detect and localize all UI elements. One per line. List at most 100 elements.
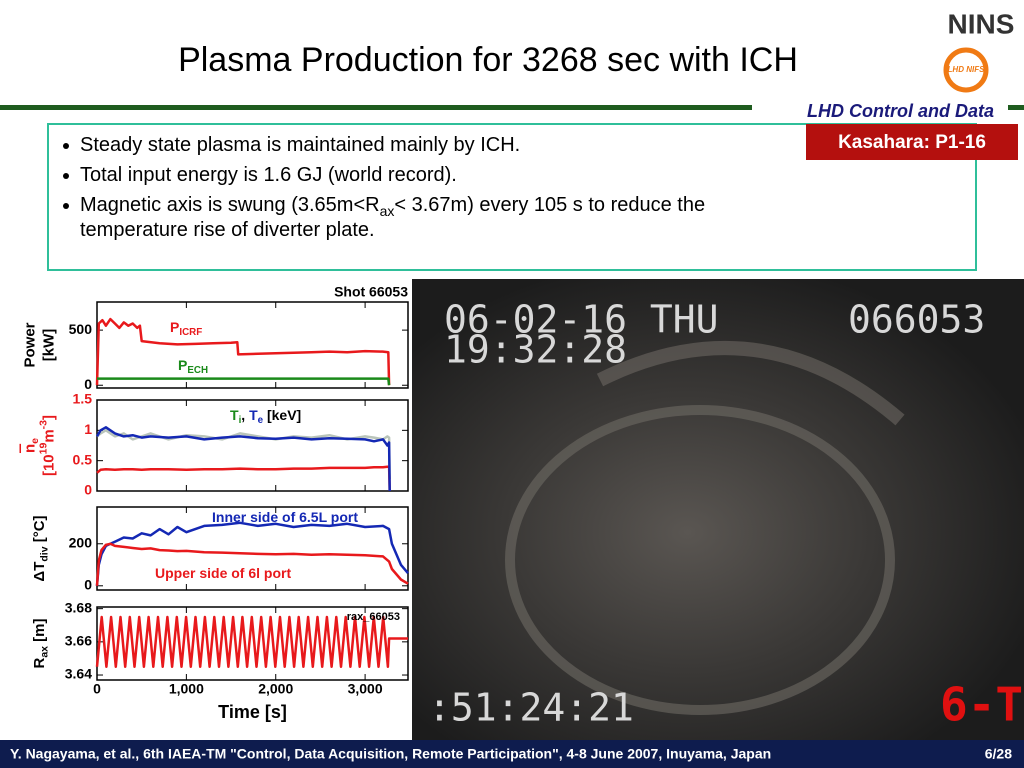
y-tick-label: 1 [84,421,92,437]
video-glow-ring [505,405,895,715]
annotation: PICRF [170,319,202,338]
text-part: R [31,658,48,669]
text-part: Power [21,322,38,367]
y-tick-label: 0.5 [73,451,93,467]
y-axis-label: ne [21,438,40,453]
annotation: Inner side of 6.5L port [212,509,358,525]
text-part: [°C] [31,515,48,546]
y-axis-label: Rax [m] [31,618,50,668]
text-part: T [249,407,258,423]
text-part: , [241,407,249,423]
video-glow-arc [596,341,905,426]
text-part: T [230,407,239,423]
bullet-text: Magnetic axis is swung (3.65m<Rax< 3.67m… [80,194,705,218]
section-label: LHD Control and Data [807,101,994,121]
y-tick-label: 3.66 [65,633,92,649]
text-part: ax [380,203,395,219]
text-part: < 3.67m) every 105 s to reduce the [394,194,705,216]
annotation: PECH [178,357,208,376]
footer-page: 6/28 [985,746,1012,762]
x-tick-label: 3,000 [348,681,383,697]
series-line [96,465,391,492]
text-part: [10 [40,454,57,476]
text-part: i [239,415,242,426]
text-part: ] [40,415,57,420]
slide-title: Plasma Production for 3268 sec with ICH [178,41,798,79]
y-tick-label: 3.64 [65,666,92,682]
y-axis-label: ΔTdiv [°C] [31,515,50,581]
y-axis-label: [1019m-3] [37,415,57,476]
y-tick-label: 0 [84,577,92,593]
bullet-list: Steady state plasma is maintained mainly… [63,134,705,241]
y-tick-label: 1.5 [73,391,93,407]
bullet-text: Total input energy is 1.6 GJ (world reco… [80,164,457,186]
video-time: 19:32:28 [444,328,627,372]
bullet-text: Steady state plasma is maintained mainly… [80,134,520,156]
plot-frame [96,399,409,492]
series-line [97,377,391,386]
annotation: Upper side of 6l port [155,565,291,581]
video-shot: 066053 [848,298,985,342]
annotation: Ti, Te [keV] [230,407,301,426]
x-axis-label: Time [s] [218,702,287,722]
text-part: ICRF [179,327,202,338]
logo-ring [943,47,989,93]
series-line [95,542,409,586]
y-tick-label: 0 [84,482,92,498]
video-counter: :51:24:21 [428,686,634,730]
header-rule [0,105,752,110]
bullet-dot [63,173,69,179]
footer-bar [0,740,1024,768]
text-part: div [38,546,50,561]
series-line [95,426,391,492]
x-tick-label: 1,000 [169,681,204,697]
y-axis-label: Power [21,322,38,367]
plot-frame [96,301,409,389]
text-part: Magnetic axis is swung (3.65m<R [80,194,380,216]
text-part: rax_66053 [347,611,400,623]
y-tick-label: 0 [84,376,92,392]
series-line [95,521,409,586]
logo-badge: LHD NIFS [948,65,986,74]
text-part: e [258,415,264,426]
series-line [95,317,391,386]
footer-citation: Y. Nagayama, et al., 6th IAEA-TM "Contro… [10,746,771,762]
logo: NINS [948,8,1015,39]
bullet-text: temperature rise of diverter plate. [80,219,375,241]
video-camera: 6-T [940,678,1023,732]
x-tick-label: 2,000 [258,681,293,697]
text-part: e [29,438,41,444]
text-part: 19 [37,443,49,455]
tag: Kasahara: P1-16 [838,132,986,153]
video-frame: 06-02-16 THU 19:32:28 066053 :51:24:21 6… [412,279,1024,740]
y-tick-label: 200 [69,534,93,550]
text-part: ΔT [31,562,48,582]
text-part: P [178,357,187,373]
annotation: rax_66053 [347,611,400,623]
y-tick-label: 500 [69,321,93,337]
series-line [96,429,391,479]
text-part: ECH [187,365,208,376]
chart-title: Shot 66053 [334,284,408,300]
bullet-dot [63,143,69,149]
y-tick-label: 3.68 [65,599,92,615]
text-part: -3 [37,420,49,429]
video-date: 06-02-16 THU [444,298,719,342]
x-tick-label: 0 [93,681,101,697]
text-part: m [40,429,57,442]
tag-box [806,124,1018,160]
text-part: Steady state plasma is maintained mainly… [80,134,520,156]
text-part: [kW] [40,329,57,362]
series-line [95,615,408,668]
header-rule-end [1008,105,1024,110]
text-part: [m] [31,618,48,646]
text-part: Upper side of 6l port [155,565,291,581]
text-part: [keV] [263,407,301,423]
text-part: Inner side of 6.5L port [212,509,358,525]
text-part: ax [38,646,50,658]
video-image [412,279,1024,740]
y-axis-label: [kW] [40,329,57,362]
